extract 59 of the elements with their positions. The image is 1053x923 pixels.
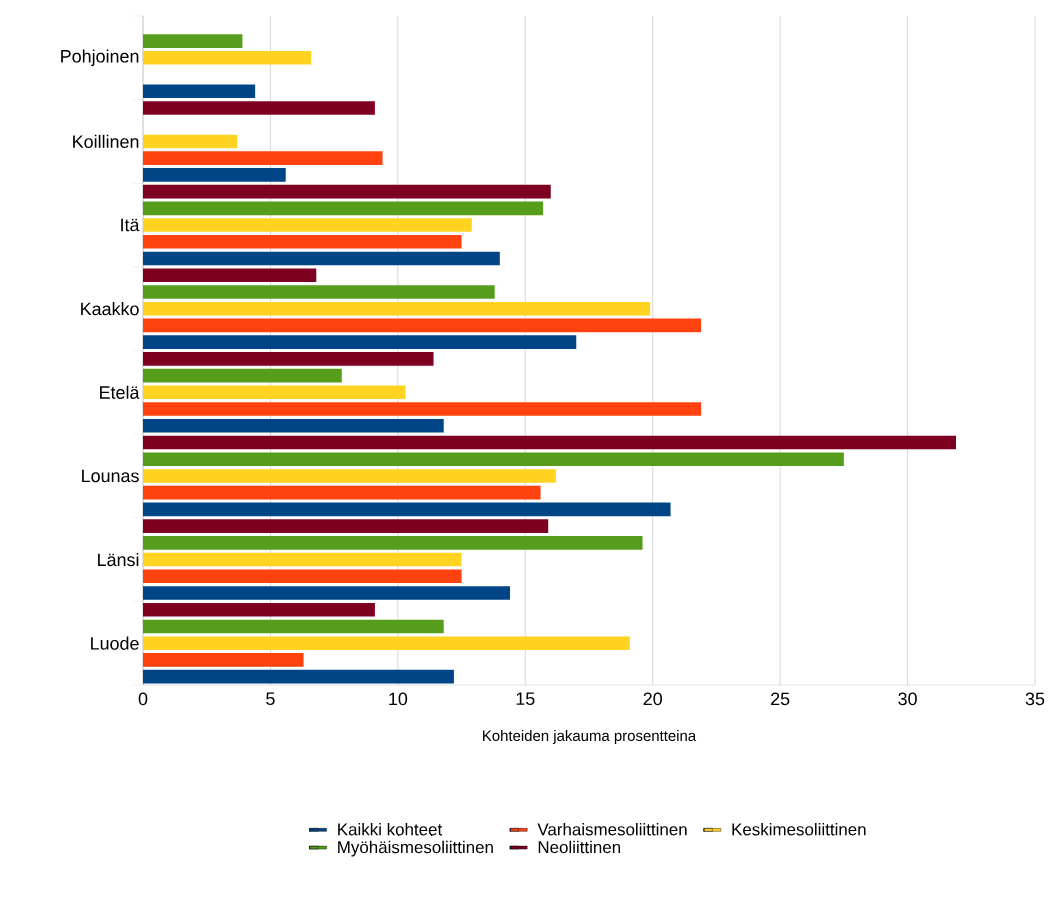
legend-label: Neoliittinen [538, 840, 621, 854]
bar [143, 268, 317, 283]
bar [143, 101, 375, 115]
bar [143, 469, 556, 483]
bar [143, 218, 472, 232]
bar [143, 184, 551, 199]
y-tick-label: Itä [121, 218, 140, 232]
bar [143, 285, 495, 299]
bar [143, 435, 956, 450]
bar [143, 536, 643, 550]
x-axis-title: Kohteiden jakauma prosentteina [483, 730, 697, 744]
bar [143, 552, 462, 567]
x-tick-label: 0 [138, 692, 148, 706]
bar [143, 318, 702, 333]
bar [143, 485, 541, 500]
bar [143, 368, 342, 383]
y-tick-label: Pohjoinen [61, 49, 139, 67]
bar [143, 402, 702, 416]
bar [143, 234, 462, 249]
bar [143, 251, 500, 266]
x-tick-label: 15 [516, 692, 535, 706]
bar [143, 669, 454, 684]
bar [143, 51, 312, 65]
bar [143, 519, 549, 533]
x-tick-label: 35 [1025, 692, 1045, 706]
bar [143, 168, 286, 182]
bar [143, 352, 434, 366]
x-tick-label: 10 [389, 692, 408, 706]
x-tick-label: 20 [643, 692, 662, 706]
y-tick-label: Luode [91, 636, 139, 650]
legend-label: Keskimesoliittinen [732, 822, 866, 836]
bar [143, 636, 630, 650]
legend-label: Myöhäismesoliittinen [338, 840, 493, 857]
bar [143, 301, 651, 316]
bar [143, 418, 444, 433]
bar [143, 602, 375, 617]
legend-label: Kaikki kohteet [338, 822, 443, 836]
legend-label: Varhaismesoliittinen [537, 822, 687, 836]
bar [143, 335, 577, 349]
bar [143, 502, 671, 517]
x-tick-label: 25 [771, 692, 790, 706]
bar [143, 653, 304, 667]
bar [143, 586, 510, 600]
x-tick-label: 30 [898, 692, 917, 706]
bar [143, 452, 844, 467]
bar [143, 84, 256, 99]
bar [143, 201, 544, 216]
y-tick-label: Etelä [100, 385, 140, 399]
x-tick-label: 5 [266, 692, 275, 706]
bar [143, 34, 243, 48]
y-tick-label: Lounas [82, 469, 139, 483]
bar [143, 569, 462, 584]
y-tick-label: Länsi [98, 552, 139, 567]
bar [143, 151, 383, 165]
bar [143, 385, 406, 400]
bar [143, 619, 444, 634]
bar [143, 134, 238, 149]
y-tick-label: Koillinen [73, 134, 139, 149]
y-tick-label: Kaakko [81, 302, 139, 316]
